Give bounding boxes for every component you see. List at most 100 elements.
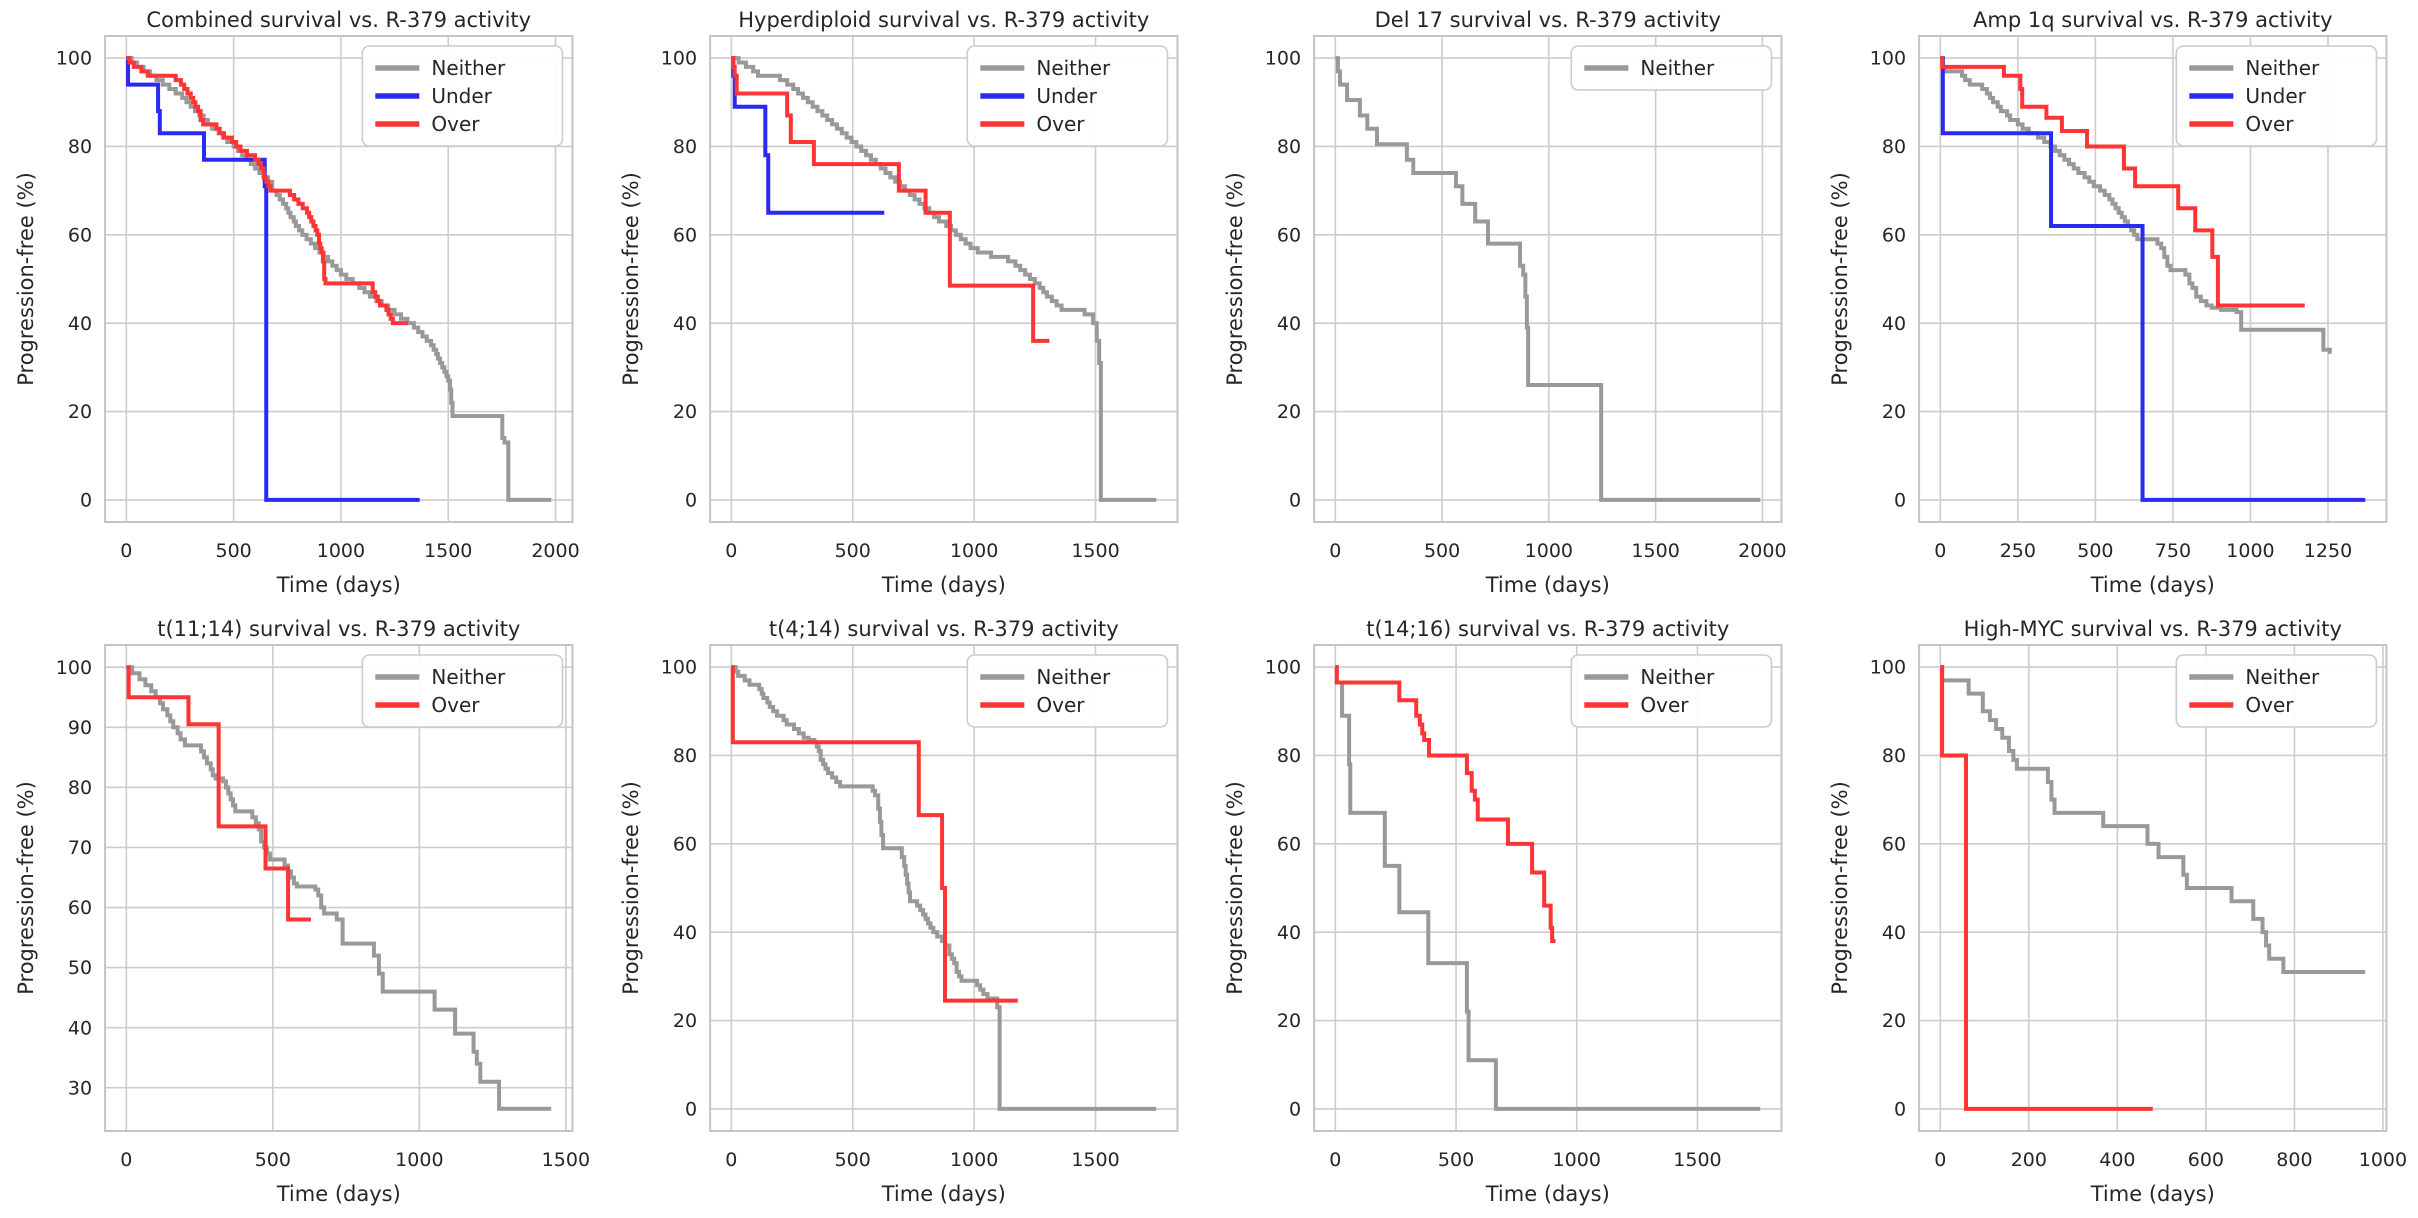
y-tick-label: 0 xyxy=(1893,1099,1905,1121)
legend-label-neither: Neither xyxy=(2245,56,2320,80)
legend-box xyxy=(361,654,564,728)
y-tick-label: 100 xyxy=(1869,48,1905,70)
x-axis-label: Time (days) xyxy=(2089,573,2214,597)
x-tick-label: 1000 xyxy=(2358,1149,2406,1171)
x-tick-label: 2000 xyxy=(1738,540,1786,562)
y-tick-label: 100 xyxy=(1265,48,1301,70)
x-tick-label: 2000 xyxy=(531,540,579,562)
x-tick-label: 0 xyxy=(725,1149,737,1171)
y-tick-label: 100 xyxy=(1265,657,1301,679)
legend-box xyxy=(2174,654,2377,728)
x-tick-label: 200 xyxy=(2010,1149,2046,1171)
y-tick-label: 30 xyxy=(68,1077,92,1099)
y-tick-label: 100 xyxy=(56,657,92,679)
plot-frame xyxy=(104,644,574,1132)
y-axis-label: Progression-free (%) xyxy=(14,172,38,386)
y-tick-label: 40 xyxy=(1881,313,1905,335)
series-line-over xyxy=(730,665,1018,1003)
legend-label-over: Over xyxy=(2245,693,2294,717)
y-axis-label: Progression-free (%) xyxy=(1828,781,1852,995)
legend-label-over: Over xyxy=(431,112,480,136)
subplot-combined: 0 500 1000 1500 2000 0 20 40 60 80 100 Combined sur… xyxy=(14,8,580,597)
legend-label-over: Over xyxy=(1640,693,1689,717)
series-line-neither xyxy=(1335,56,1761,502)
x-tick-label: 0 xyxy=(1329,540,1341,562)
x-tick-label: 1000 xyxy=(1553,1149,1601,1171)
x-axis-label: Time (days) xyxy=(1485,1182,1610,1206)
x-tick-label: 500 xyxy=(1438,1149,1474,1171)
y-tick-label: 20 xyxy=(1277,401,1301,423)
x-tick-label: 500 xyxy=(834,1149,870,1171)
series-line-over xyxy=(126,56,408,326)
series-line-over xyxy=(126,665,311,922)
legend-label-neither: Neither xyxy=(1036,56,1111,80)
y-axis-label: Progression-free (%) xyxy=(1223,781,1247,995)
y-tick-label: 60 xyxy=(68,897,92,919)
y-tick-label: 60 xyxy=(1277,833,1301,855)
x-tick-label: 1250 xyxy=(2303,540,2351,562)
x-tick-label: 1000 xyxy=(949,1149,997,1171)
y-tick-label: 80 xyxy=(1881,136,1905,158)
y-tick-label: 60 xyxy=(672,224,696,246)
legend-box xyxy=(361,45,564,147)
series-line-neither xyxy=(126,665,552,1111)
legend: Neither xyxy=(1570,45,1773,91)
y-tick-label: 50 xyxy=(68,957,92,979)
y-tick-label: 0 xyxy=(80,490,92,512)
y-axis-label: Progression-free (%) xyxy=(14,781,38,995)
x-tick-label: 1500 xyxy=(1673,1149,1721,1171)
plot-frame xyxy=(708,35,1178,523)
x-tick-label: 750 xyxy=(2154,540,2190,562)
x-tick-label: 0 xyxy=(120,540,132,562)
x-tick-label: 500 xyxy=(215,540,251,562)
legend: Neither Under Over xyxy=(2174,45,2377,147)
y-tick-label: 60 xyxy=(1277,224,1301,246)
x-tick-label: 1000 xyxy=(317,540,365,562)
legend-label-under: Under xyxy=(2245,84,2306,108)
series-line-over xyxy=(1939,665,2153,1111)
legend-label-under: Under xyxy=(431,84,492,108)
x-axis-label: Time (days) xyxy=(880,573,1005,597)
legend-box xyxy=(1570,45,1773,91)
y-tick-label: 20 xyxy=(1277,1010,1301,1032)
series-line-under xyxy=(1939,56,2365,502)
series-line-over xyxy=(1939,56,2305,308)
subplot-t11-14: 0 500 1000 1500 30 40 50 60 70 80 90 100 t(11;14) su… xyxy=(14,617,590,1206)
x-tick-label: 500 xyxy=(2077,540,2113,562)
y-tick-label: 80 xyxy=(1881,745,1905,767)
series-line-neither xyxy=(1334,665,1761,1111)
y-tick-label: 0 xyxy=(684,1099,696,1121)
series-line-neither xyxy=(730,56,1156,502)
chart-title: Combined survival vs. R-379 activity xyxy=(146,8,531,32)
plot-frame xyxy=(1917,644,2387,1132)
y-tick-label: 20 xyxy=(672,401,696,423)
legend-box xyxy=(965,45,1168,147)
legend: Neither Under Over xyxy=(361,45,564,147)
y-tick-label: 0 xyxy=(1289,1099,1301,1121)
chart-title: t(4;14) survival vs. R-379 activity xyxy=(768,617,1118,641)
x-tick-label: 500 xyxy=(1424,540,1460,562)
series-line-under xyxy=(126,56,420,502)
legend: Neither Over xyxy=(1570,654,1773,728)
x-tick-label: 0 xyxy=(120,1149,132,1171)
x-tick-label: 500 xyxy=(255,1149,291,1171)
legend: Neither Over xyxy=(361,654,564,728)
legend-label-neither: Neither xyxy=(1640,665,1715,689)
y-tick-label: 100 xyxy=(1869,657,1905,679)
x-tick-label: 400 xyxy=(2099,1149,2135,1171)
x-axis-label: Time (days) xyxy=(880,1182,1005,1206)
series-line-over xyxy=(730,56,1049,343)
x-tick-label: 1000 xyxy=(395,1149,443,1171)
legend-label-neither: Neither xyxy=(431,56,506,80)
legend-box xyxy=(965,654,1168,728)
chart-title: t(14;16) survival vs. R-379 activity xyxy=(1366,617,1729,641)
plot-frame xyxy=(1313,644,1783,1132)
subplot-amp1q: 0 250 500 750 1000 1250 0 20 40 60 80 100 Amp 1q sur… xyxy=(1828,8,2387,597)
x-axis-label: Time (days) xyxy=(2089,1182,2214,1206)
x-tick-label: 0 xyxy=(1329,1149,1341,1171)
series-line-neither xyxy=(730,665,1156,1111)
y-tick-label: 80 xyxy=(672,136,696,158)
subplot-del17: 0 500 1000 1500 2000 0 20 40 60 80 100 Del 17 survi… xyxy=(1223,8,1787,597)
x-tick-label: 0 xyxy=(1934,540,1946,562)
